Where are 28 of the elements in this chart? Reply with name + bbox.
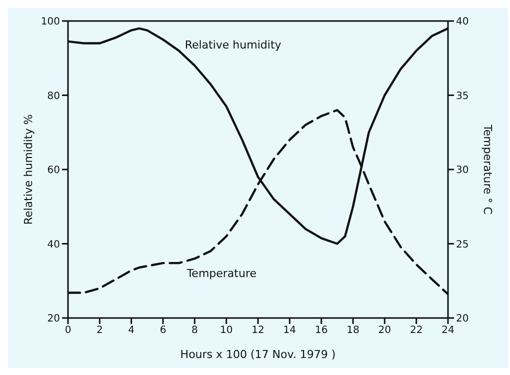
x-tick-label: 14: [283, 325, 296, 336]
series-label: Temperature: [186, 267, 257, 280]
x-tick-label: 18: [346, 325, 360, 336]
x-tick-label: 24: [442, 325, 454, 336]
x-tick-label: 8: [191, 325, 198, 336]
x-tick-label: 12: [252, 325, 264, 336]
x-axis-title: Hours x 100 (17 Nov. 1979 ): [180, 348, 336, 361]
x-tick-label: 2: [96, 325, 103, 336]
y-tick-label: 40: [47, 239, 60, 250]
y2-tick-label: 30: [456, 165, 469, 176]
y2-tick-label: 40: [456, 16, 469, 28]
y-tick-label: 60: [47, 165, 60, 176]
y-tick-label: 80: [47, 90, 60, 102]
x-tick-label: 16: [314, 325, 328, 336]
x-tick-label: 10: [220, 325, 233, 336]
y2-axis-title: Temperature ° C: [481, 124, 494, 215]
x-tick-label: 22: [410, 325, 423, 336]
x-tick-label: 4: [128, 325, 135, 336]
x-tick-label: 20: [378, 325, 392, 336]
y-tick-label: 100: [40, 16, 60, 28]
x-tick-label: 6: [160, 325, 166, 336]
y2-tick-label: 25: [456, 239, 469, 250]
series-label: Relative humidity: [184, 38, 282, 52]
y-axis-title: Relative humidity %: [22, 114, 35, 225]
y-tick-label: 20: [47, 314, 60, 325]
x-tick-label: 0: [64, 325, 72, 336]
y2-tick-label: 20: [456, 314, 469, 325]
y2-tick-label: 35: [456, 90, 469, 102]
